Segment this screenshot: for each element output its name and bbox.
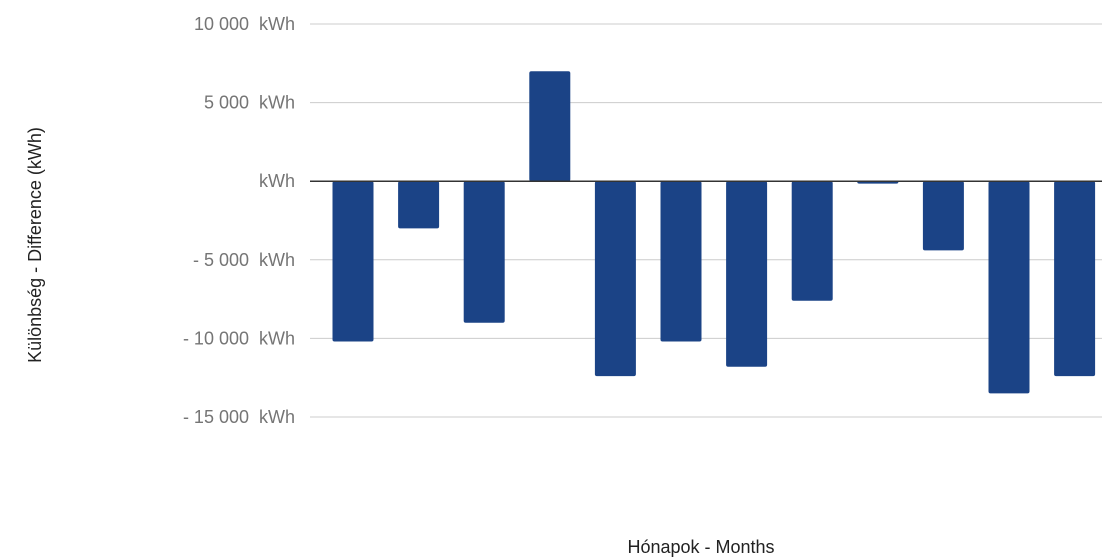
- bar-11: [988, 181, 1030, 394]
- y-tick-label: 5 000 kWh: [204, 93, 295, 113]
- y-axis-ticks: 10 000 kWh 5 000 kWh kWh - 5 000 kWh - 10 00…: [183, 14, 295, 427]
- bar-12: [1054, 181, 1096, 377]
- bar-7: [726, 181, 768, 367]
- y-tick-label: - 10 000 kWh: [183, 328, 295, 348]
- y-tick-label: kWh: [259, 171, 295, 191]
- bar-1: [332, 181, 374, 342]
- bar-5: [594, 181, 636, 377]
- bar-4: [529, 71, 571, 182]
- y-axis-title: Különbség - Difference (kWh): [25, 127, 45, 363]
- bar-8: [791, 181, 833, 301]
- y-tick-label: - 5 000 kWh: [193, 250, 295, 270]
- y-tick-label: 10 000 kWh: [194, 14, 295, 34]
- gridlines: [310, 23, 1102, 418]
- bar-10: [922, 181, 964, 251]
- y-tick-label: - 15 000 kWh: [183, 407, 295, 427]
- bar-6: [660, 181, 702, 342]
- x-axis-title: Hónapok - Months: [627, 537, 774, 557]
- bar-2: [398, 181, 440, 229]
- bars: [332, 71, 1096, 394]
- bar-3: [463, 181, 505, 323]
